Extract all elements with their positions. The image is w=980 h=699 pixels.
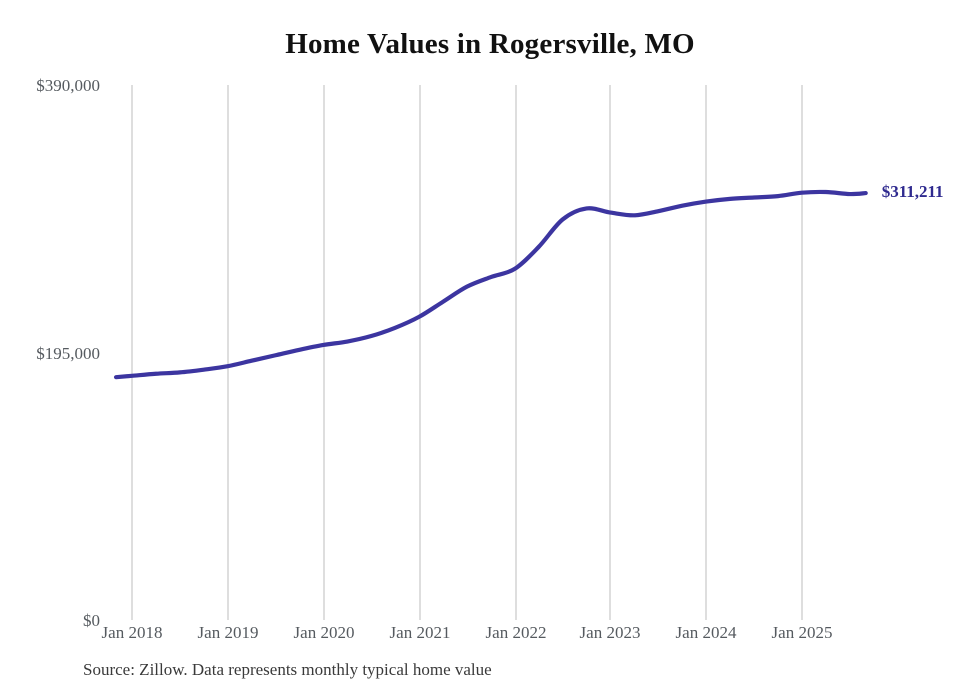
x-axis-tick-jan-2020: Jan 2020 [293, 623, 355, 642]
x-axis-tick-jan-2022: Jan 2022 [485, 623, 547, 642]
x-axis-tick-jan-2019: Jan 2019 [197, 623, 259, 642]
x-axis-tick-jan-2024: Jan 2024 [675, 623, 737, 642]
y-axis-tick-0: $0 [83, 611, 100, 630]
chart-title: Home Values in Rogersville, MO [285, 28, 695, 60]
x-gridlines [131, 85, 803, 620]
x-axis-tick-jan-2021: Jan 2021 [389, 623, 451, 642]
line-series-typical-home-value [113, 189, 868, 380]
x-axis-tick-jan-2025: Jan 2025 [771, 623, 833, 642]
y-axis-tick-390000: $390,000 [36, 76, 100, 95]
x-axis-tick-jan-2023: Jan 2023 [579, 623, 641, 642]
x-axis-tick-jan-2018: Jan 2018 [101, 623, 163, 642]
source-note: Source: Zillow. Data represents monthly … [83, 660, 492, 679]
y-axis-tick-195000: $195,000 [36, 344, 100, 363]
endpoint-value-label: $311,211 [881, 182, 944, 202]
